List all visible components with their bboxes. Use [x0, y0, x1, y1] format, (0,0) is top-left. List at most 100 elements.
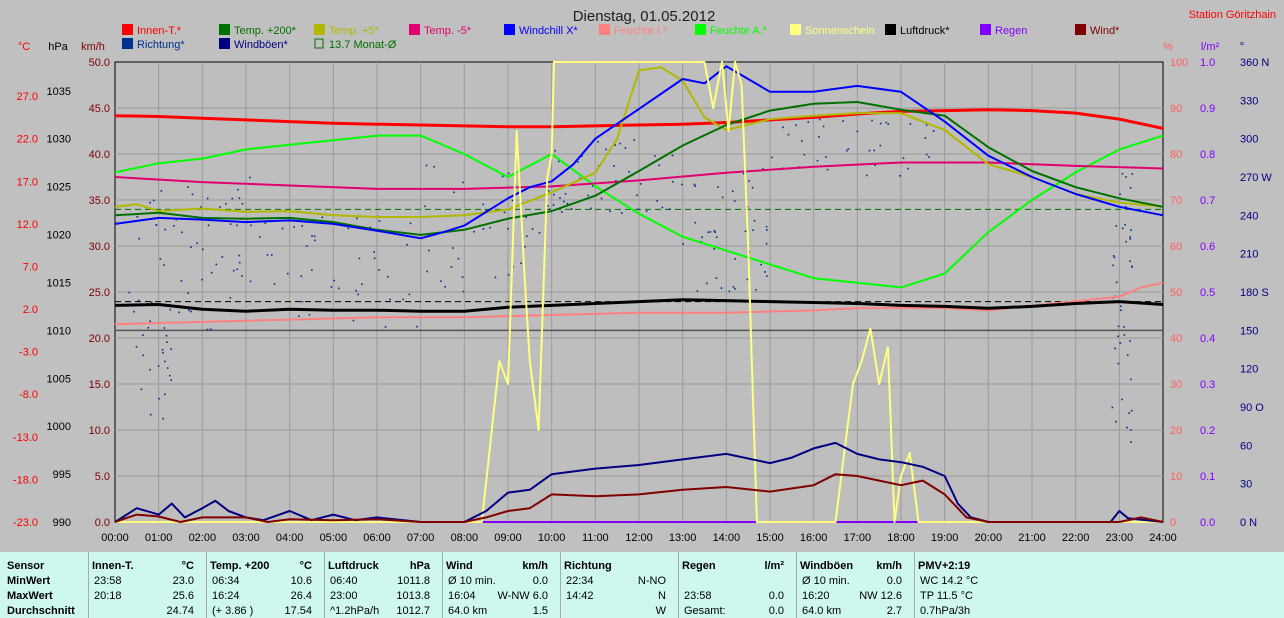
- x-tick-label: 13:00: [669, 532, 697, 544]
- direction-point: [149, 201, 151, 204]
- direction-point: [554, 149, 556, 152]
- direction-point: [165, 334, 168, 337]
- direction-point: [1129, 236, 1131, 238]
- table-row-label: MinWert: [7, 575, 51, 587]
- table-section-title: Temp. +200: [210, 560, 270, 572]
- direction-point: [609, 210, 611, 213]
- direction-point: [932, 130, 935, 132]
- legend-swatch: [504, 24, 515, 35]
- direction-point: [507, 172, 510, 175]
- direction-point: [453, 191, 455, 194]
- direction-point: [501, 175, 504, 178]
- direction-point: [163, 327, 166, 329]
- direction-point: [147, 326, 150, 329]
- direction-point: [1130, 441, 1132, 443]
- direction-point: [753, 219, 756, 222]
- direction-point: [658, 164, 660, 167]
- table-row-label: Sensor: [7, 560, 45, 572]
- table-cell-value: 23.0: [172, 575, 194, 587]
- x-tick-label: 20:00: [975, 532, 1003, 544]
- direction-point: [1129, 186, 1132, 189]
- direction-point: [378, 220, 381, 222]
- direction-point: [221, 256, 224, 258]
- direction-point: [433, 165, 435, 168]
- y-tick-label-kmh: 20.0: [89, 333, 110, 345]
- direction-point: [337, 287, 340, 290]
- y-tick-label-percent: 80: [1170, 149, 1182, 161]
- grid: [115, 62, 1163, 522]
- direction-point: [149, 368, 151, 371]
- direction-point: [879, 122, 882, 125]
- direction-point: [822, 125, 825, 128]
- table-cell-value: 0.0: [768, 590, 784, 602]
- direction-point: [765, 275, 768, 278]
- direction-point: [885, 121, 888, 124]
- table-cell-time: 0.7hPa/3h: [920, 605, 971, 617]
- direction-point: [409, 222, 412, 225]
- direction-point: [321, 216, 324, 219]
- direction-point: [135, 345, 138, 348]
- direction-point: [547, 205, 549, 207]
- x-tick-label: 02:00: [189, 532, 217, 544]
- x-tick-label: 06:00: [363, 532, 391, 544]
- table-section-unit: hPa: [409, 560, 430, 572]
- direction-point: [238, 254, 241, 257]
- x-tick-label: 04:00: [276, 532, 304, 544]
- direction-point: [826, 168, 829, 171]
- direction-point: [1126, 354, 1129, 357]
- direction-point: [158, 397, 160, 400]
- direction-point: [925, 153, 928, 156]
- table-divider: [88, 552, 89, 618]
- direction-point: [1119, 342, 1122, 344]
- direction-point: [1117, 362, 1120, 365]
- table-divider: [324, 552, 325, 618]
- direction-point: [300, 275, 303, 278]
- y-tick-label-kmh: 15.0: [89, 379, 110, 391]
- direction-point: [173, 224, 175, 227]
- direction-point: [155, 224, 158, 226]
- direction-point: [751, 186, 754, 189]
- y-tick-label-rain: 0.0: [1200, 517, 1215, 529]
- y-tick-label-celsius: -3.0: [19, 347, 38, 359]
- legend-label: Luftdruck*: [900, 25, 950, 37]
- direction-point: [925, 124, 928, 126]
- direction-point: [570, 208, 573, 210]
- direction-point: [715, 277, 718, 279]
- direction-point: [1115, 281, 1118, 284]
- direction-point: [902, 157, 905, 160]
- direction-point: [1120, 309, 1122, 312]
- direction-point: [355, 289, 357, 292]
- axis-ticks: 00:00 01:00 02:00 03:00 04:00 05:00 06:00 07:00…: [13, 57, 1272, 544]
- y-tick-label-rain: 0.2: [1200, 425, 1215, 437]
- table-section-unit: km/h: [522, 560, 548, 572]
- direction-point: [760, 263, 762, 266]
- y-tick-label-celsius: 7.0: [23, 261, 38, 273]
- table-section-title: Luftdruck: [328, 560, 379, 572]
- direction-point: [899, 174, 901, 177]
- table-cell-value: 17.54: [284, 605, 312, 617]
- direction-point: [613, 165, 615, 167]
- direction-point: [639, 183, 642, 185]
- direction-point: [1123, 334, 1126, 336]
- table-divider: [914, 552, 915, 618]
- table-cell-time: Gesamt:: [684, 605, 726, 617]
- direction-point: [507, 227, 509, 230]
- direction-point: [717, 186, 719, 188]
- table-cell-value: 1012.7: [396, 605, 430, 617]
- direction-point: [191, 193, 194, 196]
- y-tick-label-celsius: 17.0: [17, 176, 38, 188]
- direction-point: [734, 288, 736, 290]
- y-tick-label-rain: 0.8: [1200, 149, 1215, 161]
- legend-swatch: [314, 38, 324, 49]
- direction-point: [742, 172, 745, 175]
- table-cell-time: 14:42: [566, 590, 594, 602]
- table-cell-time: TP 11.5 °C: [920, 590, 973, 602]
- direction-point: [1117, 325, 1120, 328]
- direction-point: [764, 271, 766, 273]
- direction-point: [264, 222, 267, 224]
- table-section-title: Windböen: [800, 560, 854, 572]
- x-tick-label: 15:00: [756, 532, 784, 544]
- direction-point: [1131, 265, 1133, 268]
- direction-point: [237, 188, 239, 191]
- direction-point: [547, 190, 550, 192]
